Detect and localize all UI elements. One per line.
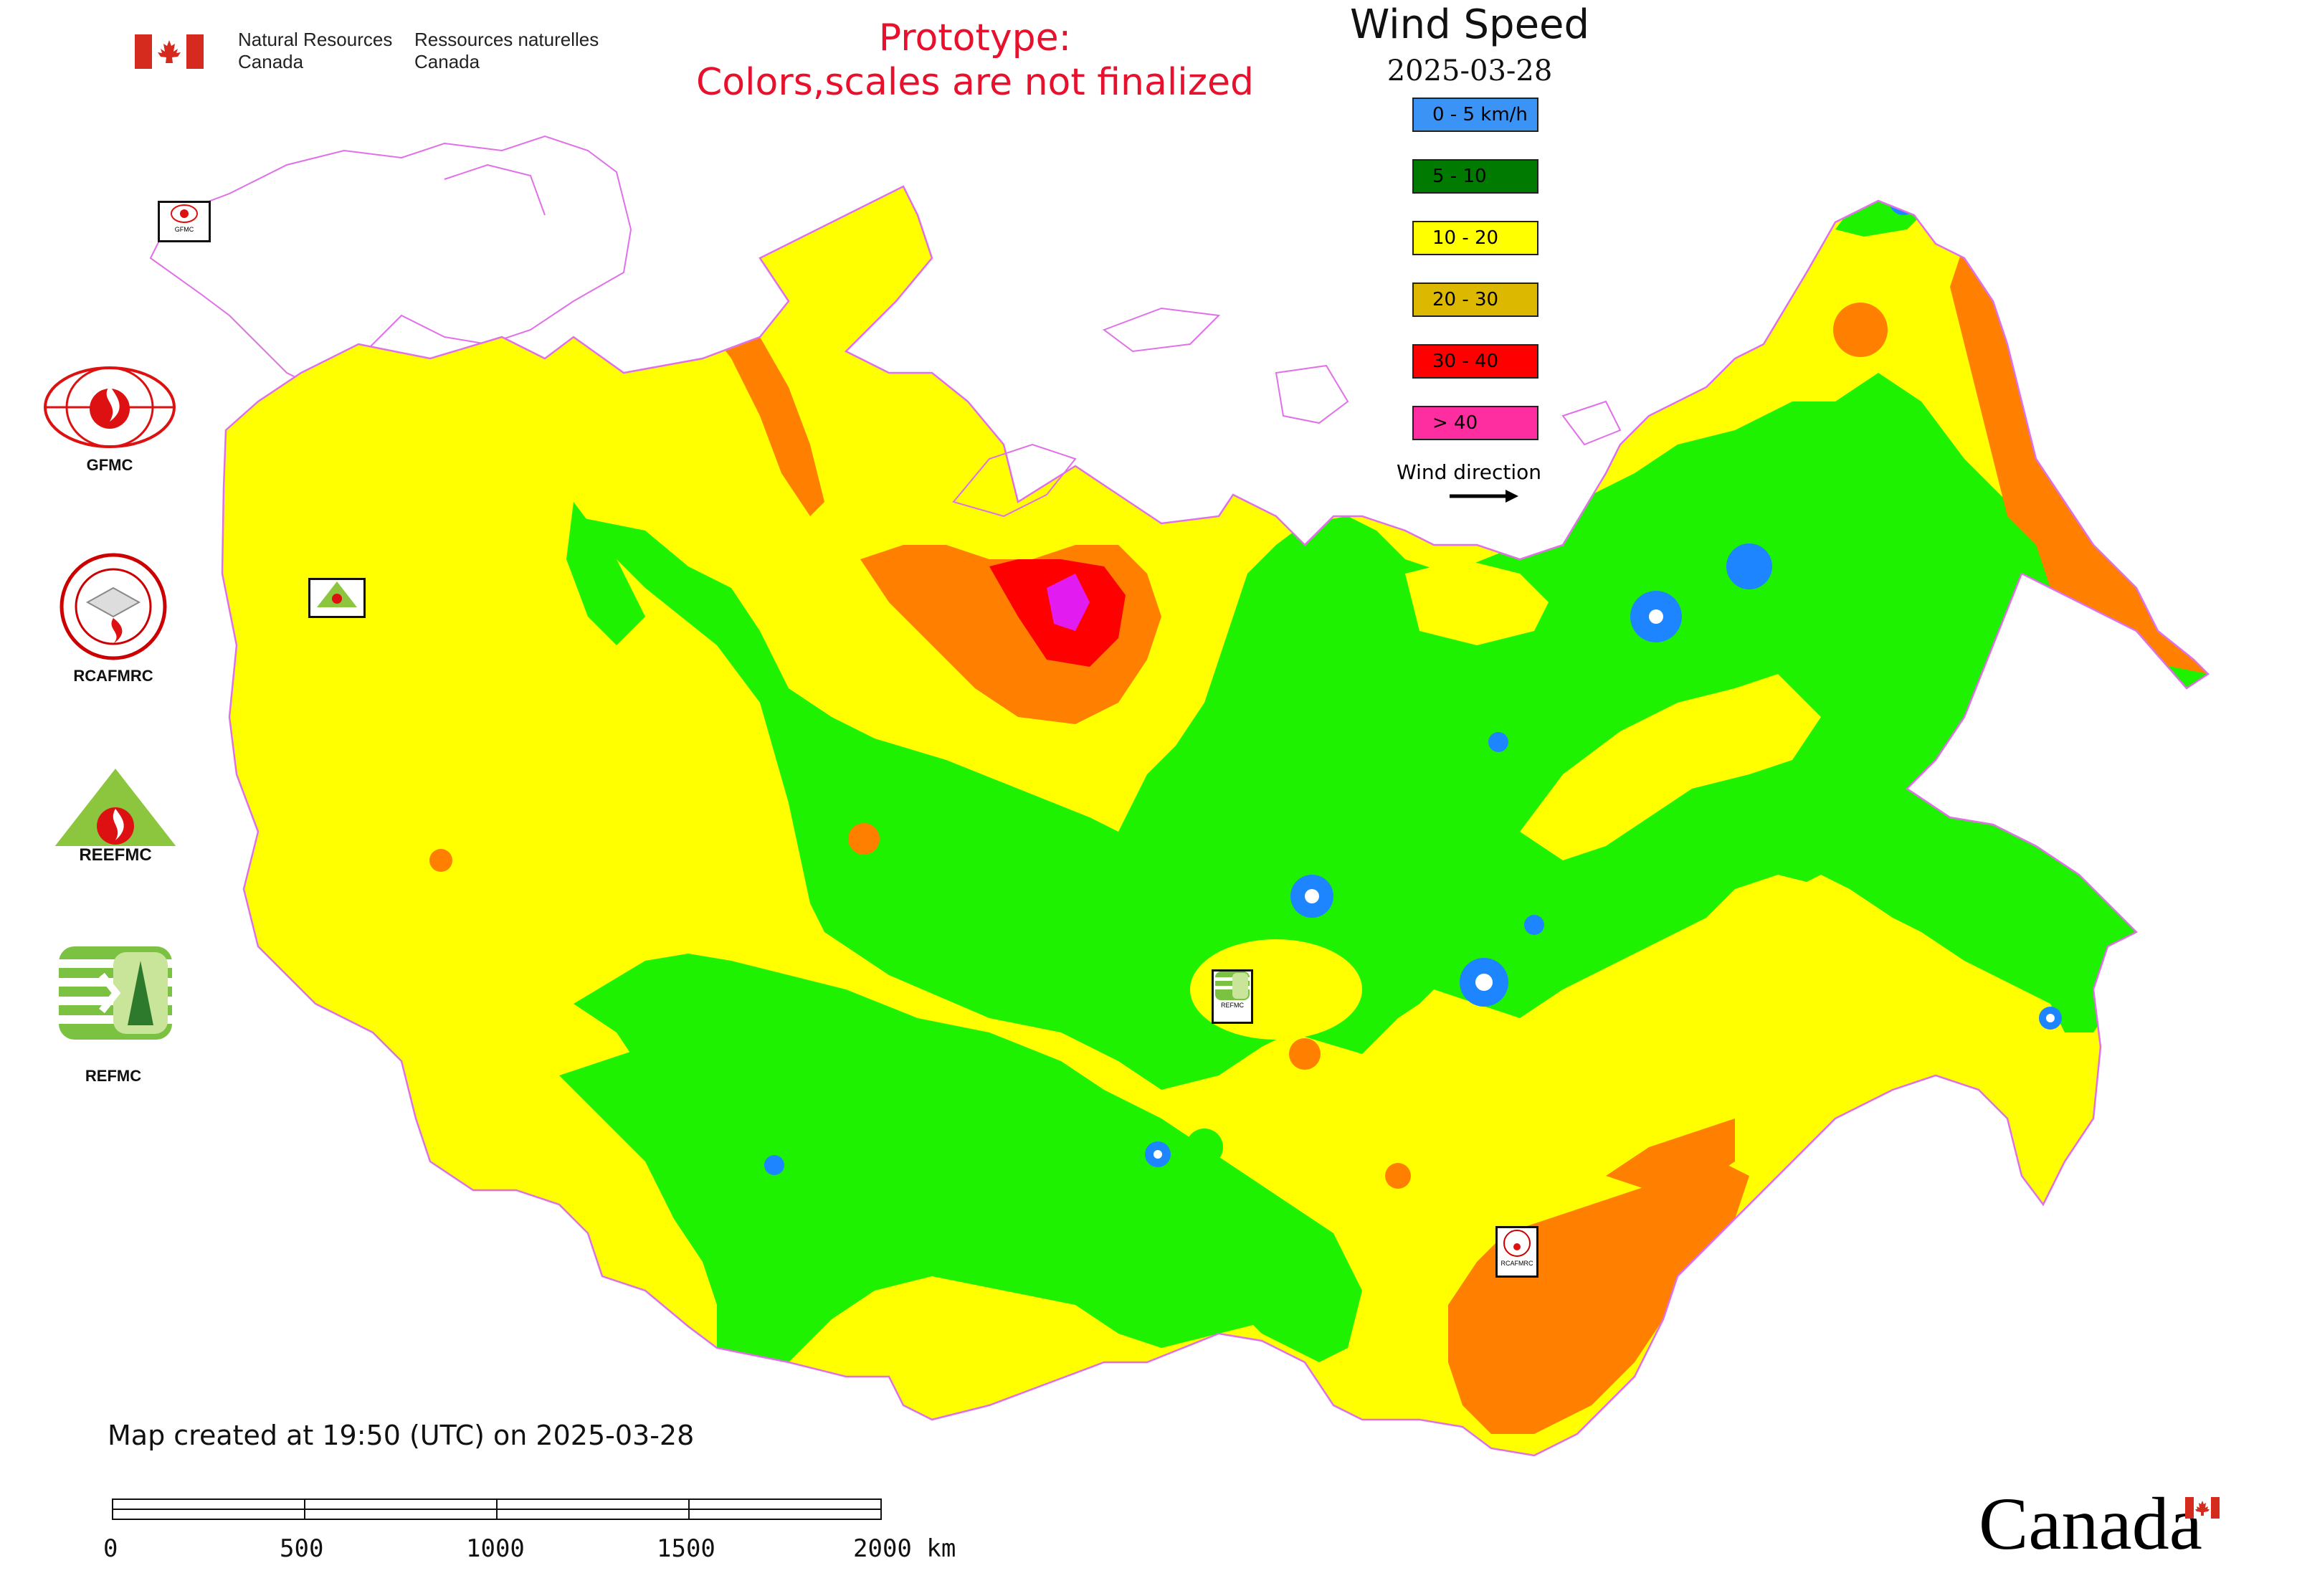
legend-item-2: 10 - 20 <box>1412 221 1538 255</box>
wind-direction-arrow-icon <box>1450 490 1518 503</box>
prototype-line2: Colors,scales are not finalized <box>695 61 1255 104</box>
nrcan-french: Ressources naturelles Canada <box>414 29 599 73</box>
wind-direction-label: Wind direction <box>1397 460 1541 484</box>
gfmc-label: GFMC <box>86 456 133 474</box>
reefmc-logo-icon: REEFMC <box>42 769 189 865</box>
reefmc-stamp-icon <box>317 581 357 607</box>
scale-label-0: 0 <box>103 1534 118 1563</box>
map-title: Wind Speed <box>1349 1 1590 48</box>
scale-label-1500: 1500 <box>657 1534 715 1563</box>
refmc-stamp-icon <box>1215 972 1250 1000</box>
scale-bar <box>112 1498 882 1520</box>
canada-flag-icon <box>135 34 204 69</box>
legend-item-1: 5 - 10 <box>1412 159 1538 194</box>
refmc-stamp: REFMC <box>1212 969 1253 1024</box>
legend-item-4: 30 - 40 <box>1412 344 1538 379</box>
canada-wordmark: Canada <box>1979 1483 2202 1565</box>
gfmc-stamp-label: GFMC <box>174 226 194 233</box>
gfmc-logo-icon <box>44 366 176 448</box>
rcafmrc-stamp-label: RCAFMRC <box>1500 1260 1533 1267</box>
reefmc-stamp <box>308 578 366 618</box>
legend-item-0: 0 - 5 km/h <box>1412 98 1538 132</box>
nrcan-fr-line2: Canada <box>414 51 480 72</box>
svg-text:REEFMC: REEFMC <box>79 845 151 865</box>
refmc-stamp-label: REFMC <box>1221 1002 1244 1009</box>
rcafmrc-logo-icon <box>60 553 167 660</box>
scale-label-1000: 1000 <box>466 1534 525 1563</box>
prototype-line1: Prototype: <box>878 16 1072 60</box>
rcafmrc-label: RCAFMRC <box>73 667 153 685</box>
refmc-logo-icon <box>59 946 172 1040</box>
gfmc-stamp: GFMC <box>158 201 211 242</box>
scale-label-500: 500 <box>280 1534 324 1563</box>
nrcan-fr-line1: Ressources naturelles <box>414 29 599 50</box>
scale-label-2000: 2000 km <box>853 1534 956 1563</box>
prototype-notice: Prototype: Colors,scales are not finaliz… <box>602 16 1348 105</box>
nrcan-english: Natural Resources Canada <box>238 29 392 73</box>
map-date: 2025-03-28 <box>1387 54 1553 87</box>
refmc-label: REFMC <box>85 1067 142 1085</box>
nrcan-en-line1: Natural Resources <box>238 29 393 50</box>
map-created-caption: Map created at 19:50 (UTC) on 2025-03-28 <box>108 1420 695 1451</box>
rcafmrc-stamp: RCAFMRC <box>1495 1226 1538 1278</box>
nrcan-en-line2: Canada <box>238 51 304 72</box>
gfmc-stamp-icon <box>171 204 198 223</box>
legend-item-3: 20 - 30 <box>1412 282 1538 317</box>
canada-wordmark-flag-icon <box>2185 1497 2220 1519</box>
rcafmrc-stamp-icon <box>1503 1230 1531 1257</box>
legend-item-5: > 40 <box>1412 406 1538 440</box>
